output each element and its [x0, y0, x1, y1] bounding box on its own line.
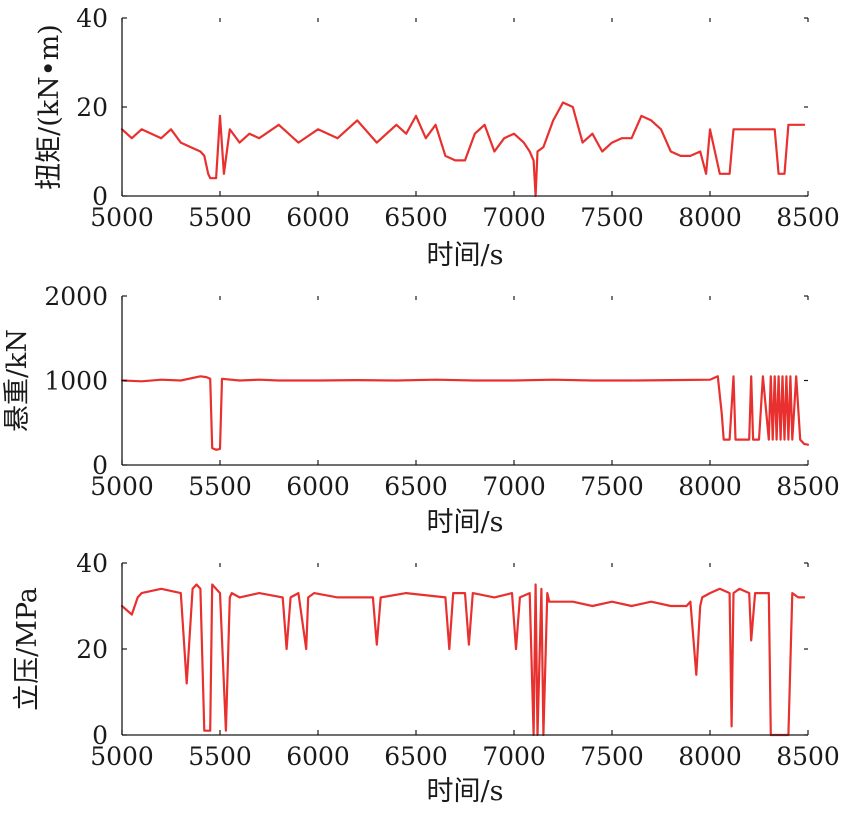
hookload-series-line-0	[120, 375, 810, 451]
torque-x-tick-label: 6000	[286, 203, 350, 232]
hookload-x-tick-label: 7500	[580, 472, 644, 501]
torque-x-axis-title: 时间/s	[427, 240, 504, 271]
hookload-y-tick-label: 2000	[44, 282, 108, 311]
torque-y-tick-label: 40	[76, 4, 108, 33]
torque-y-tick-label: 20	[76, 93, 108, 122]
hookload-y-axis-title: 悬重/kN	[2, 329, 33, 432]
hookload-x-tick-label: 8500	[776, 472, 840, 501]
hookload-y-tick-label: 1000	[44, 367, 108, 396]
torque-series-line-0	[120, 101, 806, 198]
standpipe-x-tick-label: 7500	[580, 742, 644, 771]
standpipe-x-tick-label: 6500	[384, 742, 448, 771]
hookload-x-tick-label: 5000	[90, 472, 154, 501]
standpipe-series-line-0	[120, 583, 806, 737]
torque-y-axis-title: 扭矩/(kN•m)	[34, 24, 65, 190]
standpipe-x-tick-label: 5500	[188, 742, 252, 771]
standpipe-y-axis-title: 立压/MPa	[12, 587, 43, 711]
hookload-x-tick-label: 7000	[482, 472, 546, 501]
hookload-x-axis-title: 时间/s	[427, 507, 504, 538]
torque-x-tick-label: 7500	[580, 203, 644, 232]
torque-y-tick-label: 0	[92, 182, 108, 211]
standpipe-x-tick-label: 6000	[286, 742, 350, 771]
hookload-x-tick-label: 5500	[188, 472, 252, 501]
hookload-x-tick-label: 8000	[678, 472, 742, 501]
chart-torque: 5000 5500 6000 6500 7000 7500 8000 8500 0 20 40 时间/…	[34, 4, 840, 271]
torque-x-tick-label: 8000	[678, 203, 742, 232]
standpipe-y-tick-label: 0	[92, 721, 108, 750]
standpipe-x-tick-label: 8500	[776, 742, 840, 771]
standpipe-x-axis-title: 时间/s	[427, 776, 504, 807]
chart-standpipe: 5000 5500 6000 6500 7000 7500 8000 8500 0 20 40 时间/…	[12, 549, 840, 807]
torque-x-tick-label: 7000	[482, 203, 546, 232]
standpipe-x-tick-label: 5000	[90, 742, 154, 771]
standpipe-y-tick-label: 20	[76, 635, 108, 664]
hookload-x-tick-label: 6000	[286, 472, 350, 501]
hookload-y-tick-label: 0	[92, 451, 108, 480]
torque-x-tick-label: 6500	[384, 203, 448, 232]
torque-x-tick-label: 8500	[776, 203, 840, 232]
torque-x-tick-label: 5500	[188, 203, 252, 232]
chart-hookload: 5000 5500 6000 6500 7000 7500 8000 8500 0 1000 200…	[2, 282, 840, 538]
hookload-x-tick-label: 6500	[384, 472, 448, 501]
standpipe-x-tick-label: 8000	[678, 742, 742, 771]
torque-x-tick-label: 5000	[90, 203, 154, 232]
standpipe-x-tick-label: 7000	[482, 742, 546, 771]
standpipe-y-tick-label: 40	[76, 549, 108, 578]
